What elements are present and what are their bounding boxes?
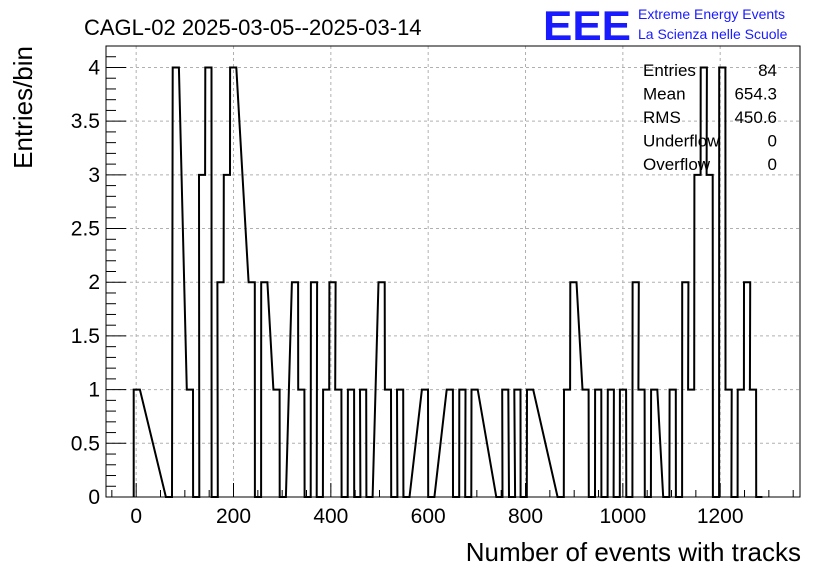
stats-value: 0: [768, 132, 777, 151]
logo-line2: La Scienza nelle Scuole: [638, 26, 788, 42]
stats-value: 654.3: [734, 85, 777, 104]
x-tick-label: 400: [313, 505, 348, 528]
stats-value: 84: [758, 61, 777, 80]
y-tick-label: 2.5: [71, 218, 100, 241]
stats-label: Overflow: [643, 155, 711, 174]
y-tick-label: 4: [88, 56, 100, 79]
y-tick-label: 0.5: [71, 432, 100, 455]
y-axis: 0 0.5 1 1.5 2 2.5 3 3.5 4: [71, 45, 126, 509]
x-axis-title: Number of events with tracks: [466, 537, 801, 567]
y-tick-label: 1: [88, 379, 100, 402]
logo-line1: Extreme Energy Events: [638, 6, 785, 22]
x-tick-label: 1000: [599, 505, 646, 528]
x-axis: 0 200 400 600 800 1000 1200: [111, 483, 794, 528]
y-tick-label: 2: [88, 271, 100, 294]
x-tick-label: 600: [411, 505, 446, 528]
stats-label: Entries: [643, 61, 696, 80]
x-tick-label: 800: [508, 505, 543, 528]
x-tick-label: 200: [216, 505, 251, 528]
y-tick-label: 3.5: [71, 110, 100, 133]
stats-box: Entries 84 Mean 654.3 RMS 450.6 Underflow 0 Over…: [643, 61, 777, 174]
y-tick-label: 1.5: [71, 325, 100, 348]
x-tick-label: 1200: [697, 505, 744, 528]
eee-logo: EEE Extreme Energy Events La Scienza nel…: [543, 2, 788, 49]
x-tick-label: 0: [130, 505, 142, 528]
y-tick-label: 3: [88, 164, 100, 187]
stats-label: Underflow: [643, 132, 720, 151]
logo-mark: EEE: [543, 2, 631, 49]
stats-value: 0: [768, 155, 777, 174]
stats-label: RMS: [643, 108, 681, 127]
y-axis-title: Entries/bin: [8, 46, 38, 169]
stats-label: Mean: [643, 85, 686, 104]
chart-title: CAGL-02 2025-03-05--2025-03-14: [84, 15, 422, 40]
stats-value: 450.6: [734, 108, 777, 127]
y-tick-label: 0: [88, 486, 100, 509]
